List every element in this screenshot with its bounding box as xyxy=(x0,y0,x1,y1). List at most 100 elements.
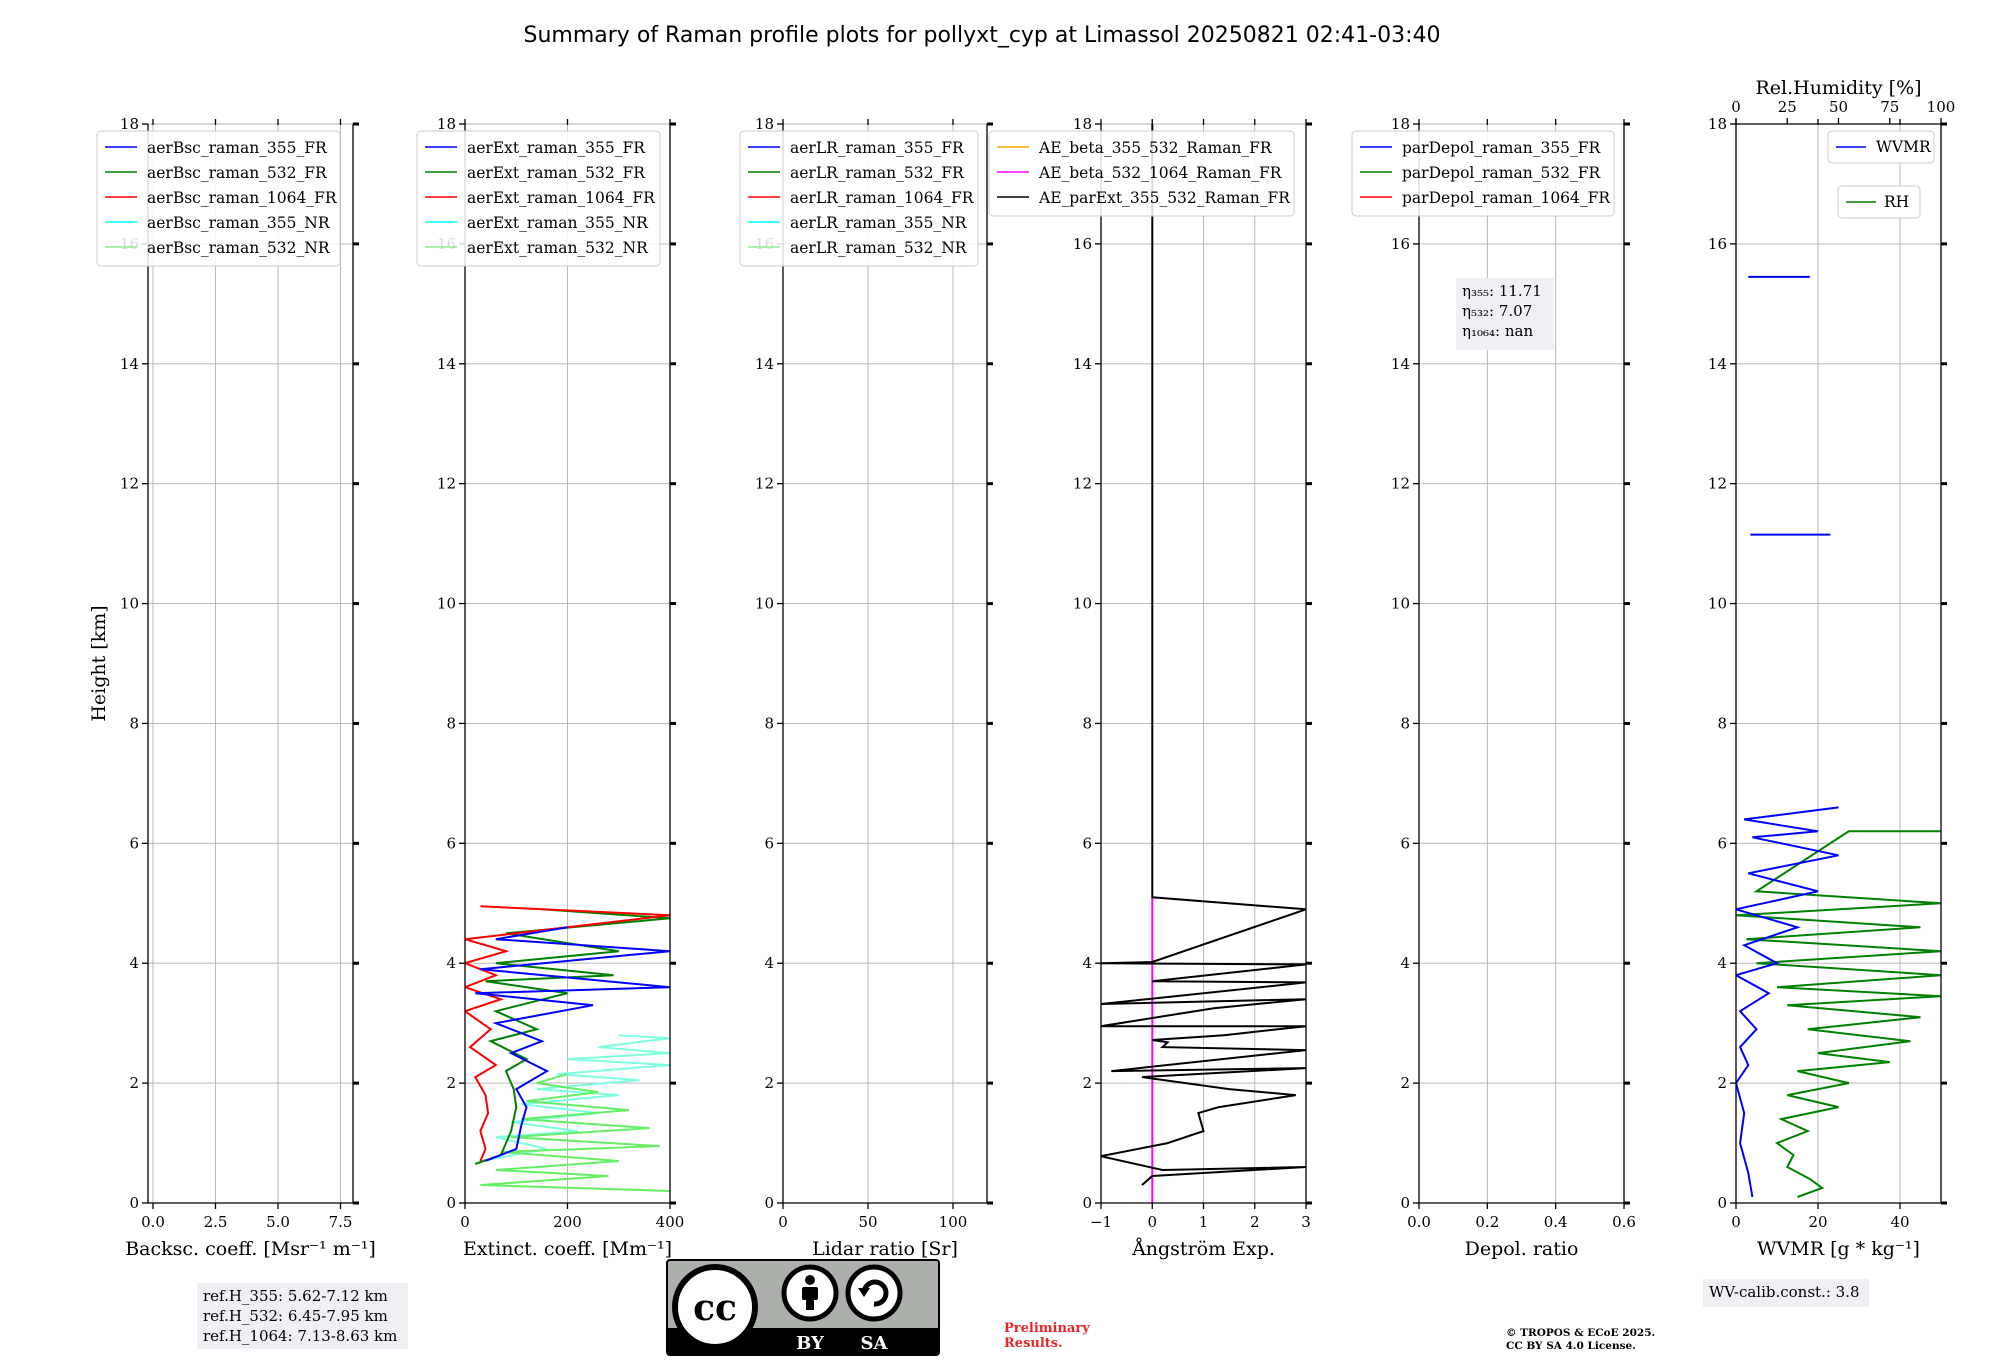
y-tick-label: 8 xyxy=(764,714,774,732)
x-tick-label: 40 xyxy=(1890,1213,1909,1231)
y-tick-label: 10 xyxy=(1073,595,1092,613)
x-tick-label: 5.0 xyxy=(266,1213,290,1231)
top-x-tick-label: 100 xyxy=(1927,98,1956,116)
legend: parDepol_raman_355_FR parDepol_raman_532_… xyxy=(1351,130,1615,217)
legend-entry: aerLR_raman_355_FR xyxy=(790,139,965,157)
x-tick-label: 0 xyxy=(460,1213,470,1231)
annotation-frame xyxy=(1703,1279,1869,1307)
figure-title: Summary of Raman profile plots for polly… xyxy=(524,23,1441,48)
panel-extinction: 0246810121416180200400Extinct. coeff. [M… xyxy=(416,115,685,1260)
y-tick-label: 2 xyxy=(1082,1074,1092,1092)
series-aerExt_raman_355_NR xyxy=(480,1034,670,1162)
series-AE_parExt_355_532_Raman_FR xyxy=(1101,124,1306,1186)
panel-depolarization: 0 2 4 6 8 10 12 14 16 18 0.0 0.2 0.4 0.6 Depol. ratio p… xyxy=(1351,115,1636,1260)
y-tick-label: 10 xyxy=(437,595,456,613)
y-tick-label: 4 xyxy=(1082,954,1092,972)
y-tick-label: 6 xyxy=(446,834,456,852)
x-tick-label: 0.6 xyxy=(1612,1213,1636,1231)
annotation-box: η₃₅₅: 11.71 η₅₃₂: 7.07 η₁₀₆₄: nan xyxy=(1456,278,1554,350)
legend-frame xyxy=(1351,130,1615,217)
y-tick-label: 0 xyxy=(1717,1194,1727,1212)
copyright-line2: CC BY SA 4.0 License. xyxy=(1506,1340,1636,1352)
y-tick-label: 2 xyxy=(446,1074,456,1092)
y-tick-label: 4 xyxy=(1717,954,1727,972)
y-tick-label: 18 xyxy=(755,115,774,133)
annotation-box: ref.H_355: 5.62-7.12 km ref.H_532: 6.45-7… xyxy=(197,1283,408,1349)
y-tick-label: 0 xyxy=(1400,1194,1410,1212)
svg-text:cc: cc xyxy=(693,1287,737,1329)
x-axis-label: Lidar ratio [Sr] xyxy=(812,1238,958,1260)
annotation-line: ref.H_532: 6.45-7.95 km xyxy=(203,1307,388,1325)
x-tick-label: 0 xyxy=(1147,1213,1157,1231)
cc-license-badge: cc BY SA xyxy=(666,1259,940,1356)
x-tick-label: 7.5 xyxy=(329,1213,353,1231)
x-tick-label: 50 xyxy=(858,1213,877,1231)
x-tick-label: 0.0 xyxy=(141,1213,165,1231)
annotation-line: WV-calib.const.: 3.8 xyxy=(1709,1283,1860,1301)
annotation-line: η₃₅₅: 11.71 xyxy=(1462,282,1542,300)
y-tick-label: 6 xyxy=(129,834,139,852)
y-tick-label: 2 xyxy=(1717,1074,1727,1092)
legend-entry: aerExt_raman_532_FR xyxy=(467,164,646,182)
y-tick-label: 18 xyxy=(1391,115,1410,133)
y-tick-label: 14 xyxy=(755,355,774,373)
annotation-line: η₁₀₆₄: nan xyxy=(1462,322,1533,340)
y-tick-label: 12 xyxy=(755,475,774,493)
legend-entry: AE_parExt_355_532_Raman_FR xyxy=(1038,189,1291,207)
legend-entry: aerExt_raman_1064_FR xyxy=(467,189,656,207)
panel-lidar_ratio: 024681012141618050100Lidar ratio [Sr]aer… xyxy=(739,115,993,1260)
legend-frame xyxy=(1827,130,1935,164)
by-attribution-icon xyxy=(781,1264,839,1322)
y-tick-label: 12 xyxy=(1073,475,1092,493)
series-aerExt_raman_1064_FR xyxy=(465,905,670,1162)
x-tick-label: 0.2 xyxy=(1475,1213,1499,1231)
y-tick-label: 16 xyxy=(1391,235,1410,253)
y-tick-label: 18 xyxy=(120,115,139,133)
legend-entry: aerBsc_raman_532_NR xyxy=(147,239,331,257)
y-tick-label: 18 xyxy=(437,115,456,133)
legend-entry: parDepol_raman_355_FR xyxy=(1402,139,1602,157)
y-tick-label: 10 xyxy=(755,595,774,613)
legend: aerLR_raman_355_FR aerLR_raman_532_FR aerL… xyxy=(739,130,979,267)
cc-sa-label: SA xyxy=(861,1333,889,1354)
y-tick-label: 16 xyxy=(1073,235,1092,253)
y-tick-label: 10 xyxy=(1708,595,1727,613)
legend-rh: RH xyxy=(1837,185,1921,219)
annotation-line: η₅₃₂: 7.07 xyxy=(1462,302,1532,320)
top-x-tick-label: 50 xyxy=(1829,98,1848,116)
legend-entry: WVMR xyxy=(1876,138,1932,156)
x-tick-label: 400 xyxy=(656,1213,685,1231)
top-x-tick-label: 25 xyxy=(1778,98,1797,116)
legend-frame xyxy=(739,130,979,267)
cc-icon: cc xyxy=(672,1264,758,1350)
y-tick-label: 8 xyxy=(1082,714,1092,732)
y-tick-label: 0 xyxy=(129,1194,139,1212)
copyright-line1: © TROPOS & ECoE 2025. xyxy=(1506,1327,1655,1339)
y-tick-label: 16 xyxy=(1708,235,1727,253)
y-tick-label: 6 xyxy=(1400,834,1410,852)
legend-entry: parDepol_raman_1064_FR xyxy=(1402,189,1611,207)
top-axis-label: Rel.Humidity [%] xyxy=(1755,77,1921,99)
legend-entry: aerBsc_raman_355_FR xyxy=(147,139,328,157)
y-tick-label: 2 xyxy=(129,1074,139,1092)
y-tick-label: 2 xyxy=(764,1074,774,1092)
y-tick-label: 8 xyxy=(1400,714,1410,732)
y-tick-label: 14 xyxy=(1708,355,1727,373)
y-tick-label: 4 xyxy=(129,954,139,972)
x-tick-label: 0 xyxy=(1731,1213,1741,1231)
y-tick-label: 18 xyxy=(1073,115,1092,133)
x-tick-label: 0 xyxy=(778,1213,788,1231)
legend-entry: aerExt_raman_355_NR xyxy=(467,214,649,232)
x-tick-label: 200 xyxy=(553,1213,582,1231)
y-tick-label: 4 xyxy=(446,954,456,972)
x-tick-label: 0.4 xyxy=(1544,1213,1568,1231)
x-tick-label: 3 xyxy=(1301,1213,1311,1231)
legend-entry: AE_beta_355_532_Raman_FR xyxy=(1038,139,1273,157)
legend: aerBsc_raman_355_FR aerBsc_raman_532_FRae… xyxy=(96,130,341,267)
y-tick-label: 8 xyxy=(1717,714,1727,732)
legend: AE_beta_355_532_Raman_FR AE_beta_532_1064… xyxy=(988,130,1295,217)
y-tick-label: 10 xyxy=(1391,595,1410,613)
